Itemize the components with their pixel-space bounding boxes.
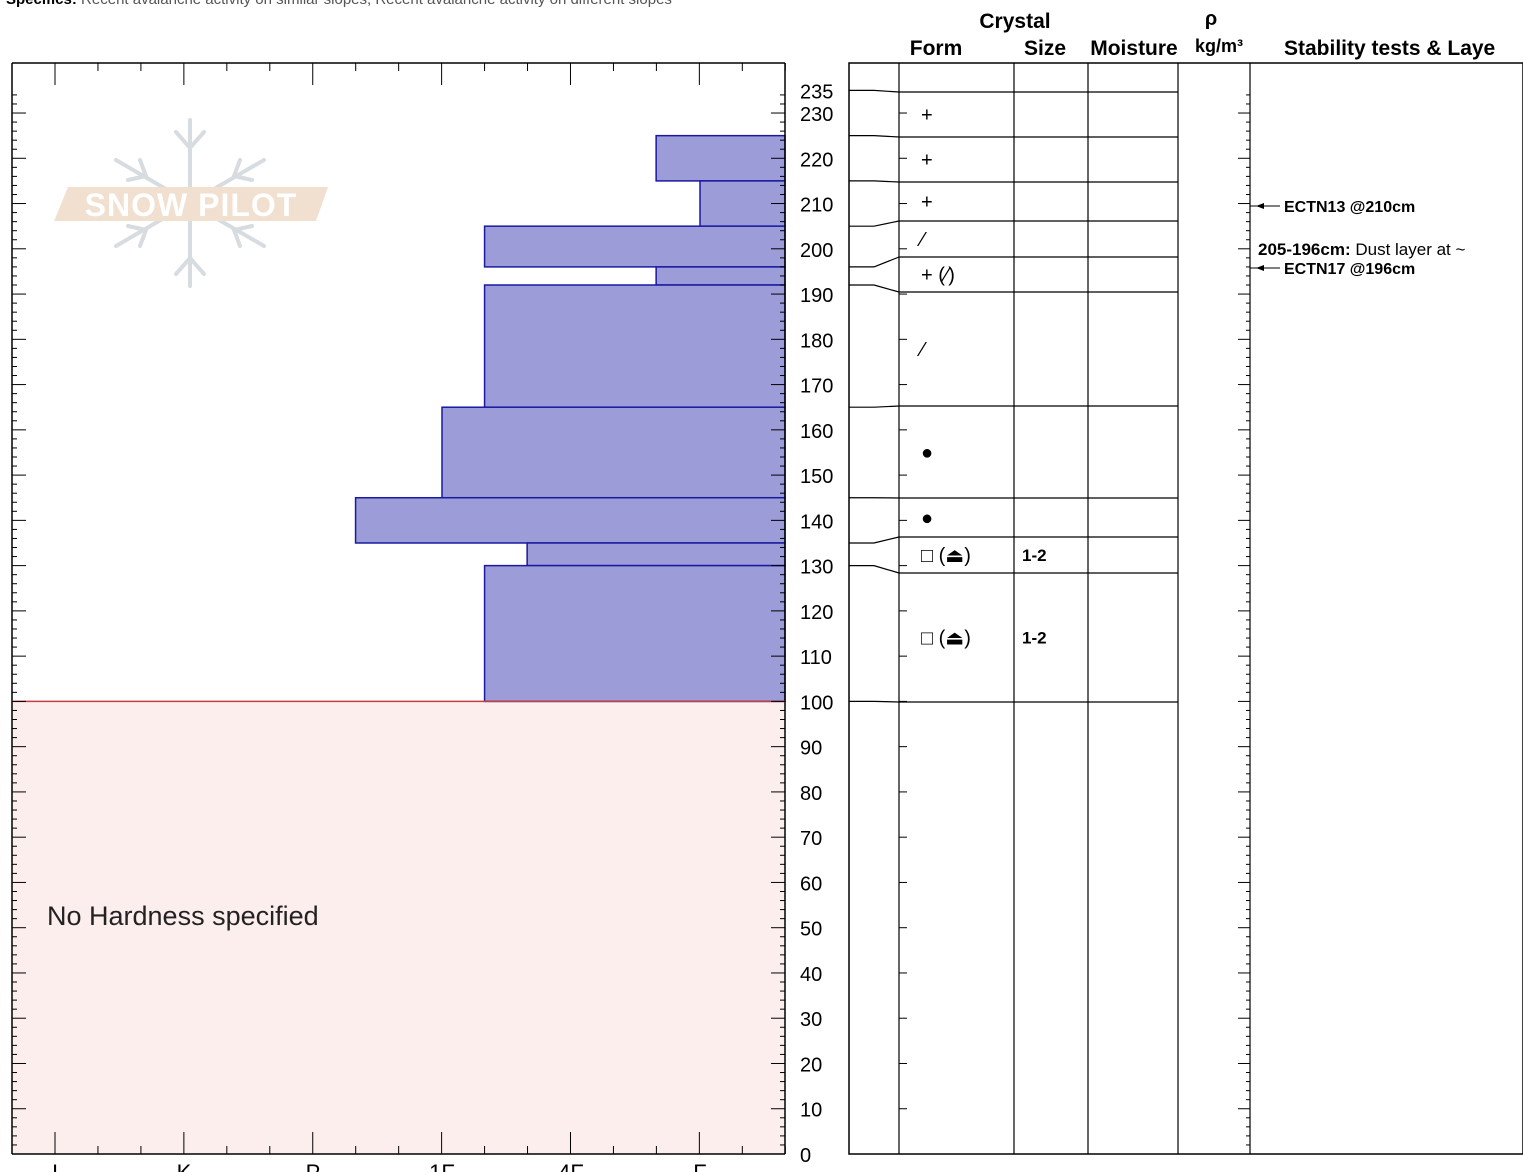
- layer-size: 1-2: [1022, 546, 1047, 565]
- depth-tick-label: 130: [800, 557, 833, 579]
- annotation-arrowhead: [1256, 203, 1264, 209]
- layer-connector: [873, 405, 900, 408]
- hardness-bar: [483, 564, 786, 703]
- column-crystal-header: Crystal: [979, 10, 1050, 33]
- layer-form: □ (⏏): [921, 628, 971, 650]
- depth-tick-label: 220: [800, 149, 833, 171]
- hardness-bars: [354, 134, 786, 703]
- hardness-tick-label: F: [693, 1160, 706, 1172]
- hardness-bar: [655, 134, 786, 182]
- depth-tick-label: 150: [800, 466, 833, 488]
- column-size-header: Size: [1024, 37, 1066, 60]
- no-hardness-label: No Hardness specified: [47, 901, 319, 931]
- table-frame: [848, 62, 1523, 1155]
- layer-connector: [873, 180, 900, 183]
- annotation-body: Dust layer at ~: [1355, 240, 1465, 259]
- depth-tick-label: 30: [800, 1009, 822, 1031]
- column-density-unit: kg/m³: [1195, 36, 1243, 56]
- depth-tick-label: 200: [800, 240, 833, 262]
- snowpilot-logo-watermark: SNOW PILOT: [54, 118, 328, 288]
- layer-form: □ (⏏): [921, 545, 971, 567]
- layer-connector: [873, 256, 900, 268]
- annotation-text: ECTN13 @210cm: [1284, 199, 1415, 216]
- depth-tick-label: 60: [800, 873, 822, 895]
- layer-form: + (⁄): [921, 265, 955, 287]
- depth-tick-label: 210: [800, 195, 833, 217]
- annotation-text: 205-196cm: Dust layer at ~: [1258, 240, 1465, 259]
- no-hardness-region: [12, 701, 785, 1154]
- layer-connector: [873, 565, 900, 574]
- depth-tick-label: 140: [800, 511, 833, 533]
- annotation-text: ECTN17 @196cm: [1284, 261, 1415, 278]
- column-moisture-header: Moisture: [1090, 37, 1178, 60]
- depth-tick-label: 235: [800, 81, 833, 103]
- depth-tick-label: 40: [800, 964, 822, 986]
- hardness-tick-label: 4F: [558, 1160, 584, 1172]
- hardness-tick-label: 1F: [429, 1160, 455, 1172]
- header-specifics: Specifics: Recent avalanche activity on …: [6, 0, 672, 8]
- depth-tick-label: 180: [800, 330, 833, 352]
- depth-tick-label: 50: [800, 919, 822, 941]
- depth-tick-label: 230: [800, 104, 833, 126]
- layer-size: 1-2: [1022, 629, 1047, 648]
- header-detail: Recent avalanche activity on similar slo…: [81, 0, 672, 8]
- depth-tick-label: 10: [800, 1100, 822, 1122]
- depth-tick-label: 80: [800, 783, 822, 805]
- layer-form: +: [921, 105, 933, 127]
- layer-connector: [873, 89, 900, 93]
- column-form-header: Form: [910, 37, 963, 60]
- hardness-axes: 0 10 20 30 40 50 60 70 80 90 100 110 120 130 140 150 160…: [11, 62, 833, 1172]
- layer-table: + + + ⁄ + (⁄) ⁄ ● ● □ (⏏) 1-2 □ (⏏) 1-2: [848, 62, 1523, 1155]
- layer-form: ⁄: [916, 229, 927, 251]
- depth-tick-label: 70: [800, 828, 822, 850]
- hardness-bar: [441, 406, 786, 499]
- layer-form: ⁄: [916, 339, 927, 361]
- annotation-arrowhead: [1256, 265, 1264, 271]
- hardness-bar: [483, 225, 786, 268]
- header-label: Specifics:: [6, 0, 77, 8]
- depth-tick-label: 110: [800, 647, 832, 669]
- depth-tick-label: 160: [800, 421, 833, 443]
- layer-connector: [873, 700, 900, 703]
- hardness-tick-label: P: [306, 1160, 321, 1172]
- hardness-tick-label: I: [52, 1160, 58, 1172]
- depth-tick-label: 120: [800, 602, 833, 624]
- layer-form: +: [921, 192, 933, 214]
- layer-connector: [873, 284, 900, 293]
- depth-tick-label: 90: [800, 738, 822, 760]
- layer-form: ●: [921, 508, 933, 530]
- column-stability-header: Stability tests & Laye: [1284, 37, 1495, 60]
- depth-tick-label: 190: [800, 285, 833, 307]
- hardness-bar: [655, 266, 786, 286]
- layer-form: ●: [921, 442, 933, 464]
- hardness-bar: [483, 284, 786, 408]
- layer-connector: [873, 135, 900, 138]
- depth-tick-label: 0: [800, 1145, 811, 1167]
- annotation-prefix: 205-196cm:: [1258, 240, 1355, 259]
- hardness-bar: [354, 496, 786, 544]
- depth-tick-label: 170: [800, 376, 833, 398]
- layer-connector: [873, 536, 900, 544]
- stability-annotations: ECTN13 @210cm 205-196cm: Dust layer at ~ E…: [1250, 199, 1465, 278]
- hardness-bar: [699, 180, 786, 227]
- layer-form: +: [921, 150, 933, 172]
- hardness-tick-label: K: [177, 1160, 192, 1172]
- layer-connector: [873, 220, 900, 227]
- hardness-bar: [526, 542, 786, 567]
- column-density-symbol: ρ: [1205, 8, 1217, 30]
- watermark-text: SNOW PILOT: [85, 187, 298, 223]
- depth-tick-label: 100: [800, 692, 833, 714]
- depth-tick-label: 20: [800, 1054, 822, 1076]
